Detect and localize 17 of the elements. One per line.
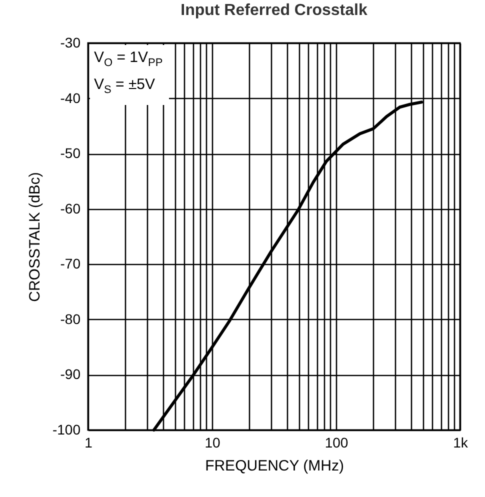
y-tick-label: -100 <box>52 422 81 438</box>
y-tick-label: -80 <box>60 310 81 327</box>
y-tick-label: -50 <box>60 145 81 162</box>
y-tick-label: -70 <box>60 256 81 272</box>
y-tick-label: -90 <box>60 366 81 382</box>
y-tick-label: -30 <box>60 34 81 50</box>
y-tick-label: -60 <box>60 200 81 216</box>
y-tick-label: -40 <box>60 90 81 106</box>
x-tick-label: 1 <box>84 434 93 450</box>
annotation: V$_{S}$ = ±5V <box>94 75 156 98</box>
x-tick-label: 10 <box>204 434 220 450</box>
x-tick-label: 1k <box>453 434 469 450</box>
chart-title: Input Referred Crosstalk <box>180 2 368 19</box>
annotation: V$_{O}$ = 1V$_{PP}$ <box>94 48 163 71</box>
x-axis-title: FREQUENCY (MHz) <box>205 458 344 474</box>
y-axis-title: CROSSTALK (dBc) <box>26 172 44 302</box>
x-tick-label: 100 <box>324 434 348 450</box>
